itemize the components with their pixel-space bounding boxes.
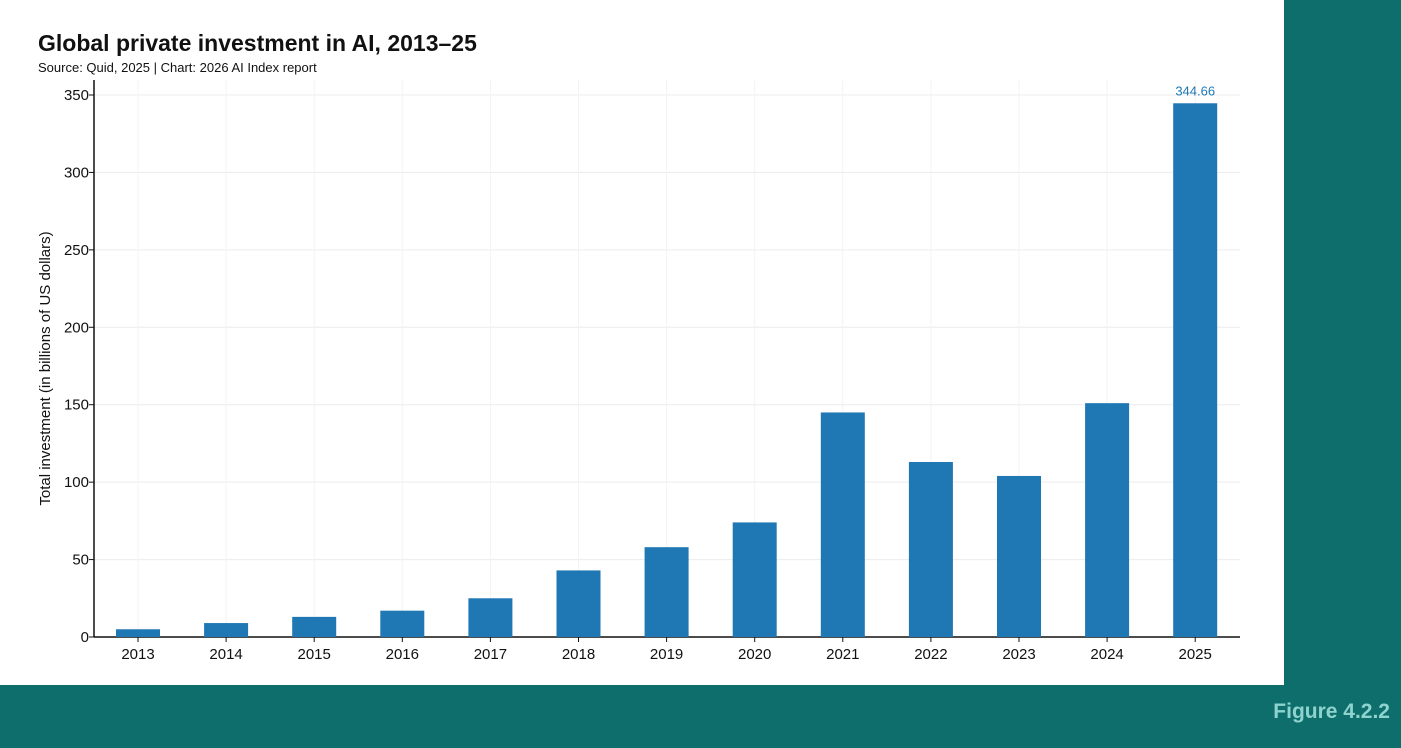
x-tick-label: 2021: [826, 646, 859, 663]
y-axis-title: Total investment (in billions of US doll…: [37, 231, 54, 505]
x-tick-label: 2024: [1090, 646, 1123, 663]
y-tick-label: 200: [64, 319, 89, 336]
bar-2025: [1173, 103, 1218, 638]
y-tick-label: 50: [72, 552, 89, 569]
bar-chart: 0 50 100 150 200 250 300 350 2013 2014 2015 2016 201…: [37, 80, 1240, 663]
bar-2022: [908, 462, 953, 637]
chart-card: Global private investment in AI, 2013–25…: [0, 0, 1284, 685]
x-tick-label: 2017: [474, 646, 507, 663]
bar-2023: [997, 475, 1041, 637]
bar-2021: [820, 412, 865, 637]
chart-subtitle: Source: Quid, 2025 | Chart: 2026 AI Inde…: [38, 60, 317, 75]
x-tick-label: 2023: [1002, 646, 1035, 663]
x-tick-label: 2018: [562, 646, 595, 663]
x-tick-label: 2016: [386, 646, 419, 663]
bar-2020: [732, 522, 777, 637]
x-tick-label: 2022: [914, 646, 947, 663]
y-tick-label: 300: [64, 164, 89, 181]
x-tick-label: 2020: [738, 646, 771, 663]
y-tick-label: 100: [64, 474, 89, 491]
figure-label: Figure 4.2.2: [1273, 700, 1390, 723]
chart-title: Global private investment in AI, 2013–25: [38, 30, 477, 56]
bar-2016: [380, 610, 425, 637]
bar-2017: [468, 598, 513, 637]
bar-2015: [292, 616, 337, 637]
y-tick-label: 150: [64, 397, 89, 414]
x-tick-label: 2025: [1179, 646, 1212, 663]
data-label: 344.66: [1175, 83, 1215, 98]
x-tick-label: 2015: [298, 646, 331, 663]
bar-2019: [644, 547, 689, 637]
bar-2014: [204, 623, 249, 637]
x-tick-label: 2019: [650, 646, 683, 663]
y-tick-label: 0: [81, 629, 89, 646]
x-tick-label: 2014: [209, 646, 242, 663]
x-tick-label: 2013: [121, 646, 154, 663]
y-tick-label: 250: [64, 242, 89, 259]
bar-2018: [556, 570, 601, 637]
y-tick-label: 350: [64, 87, 89, 104]
bar-2013: [116, 629, 160, 637]
bar-2024: [1085, 403, 1130, 637]
